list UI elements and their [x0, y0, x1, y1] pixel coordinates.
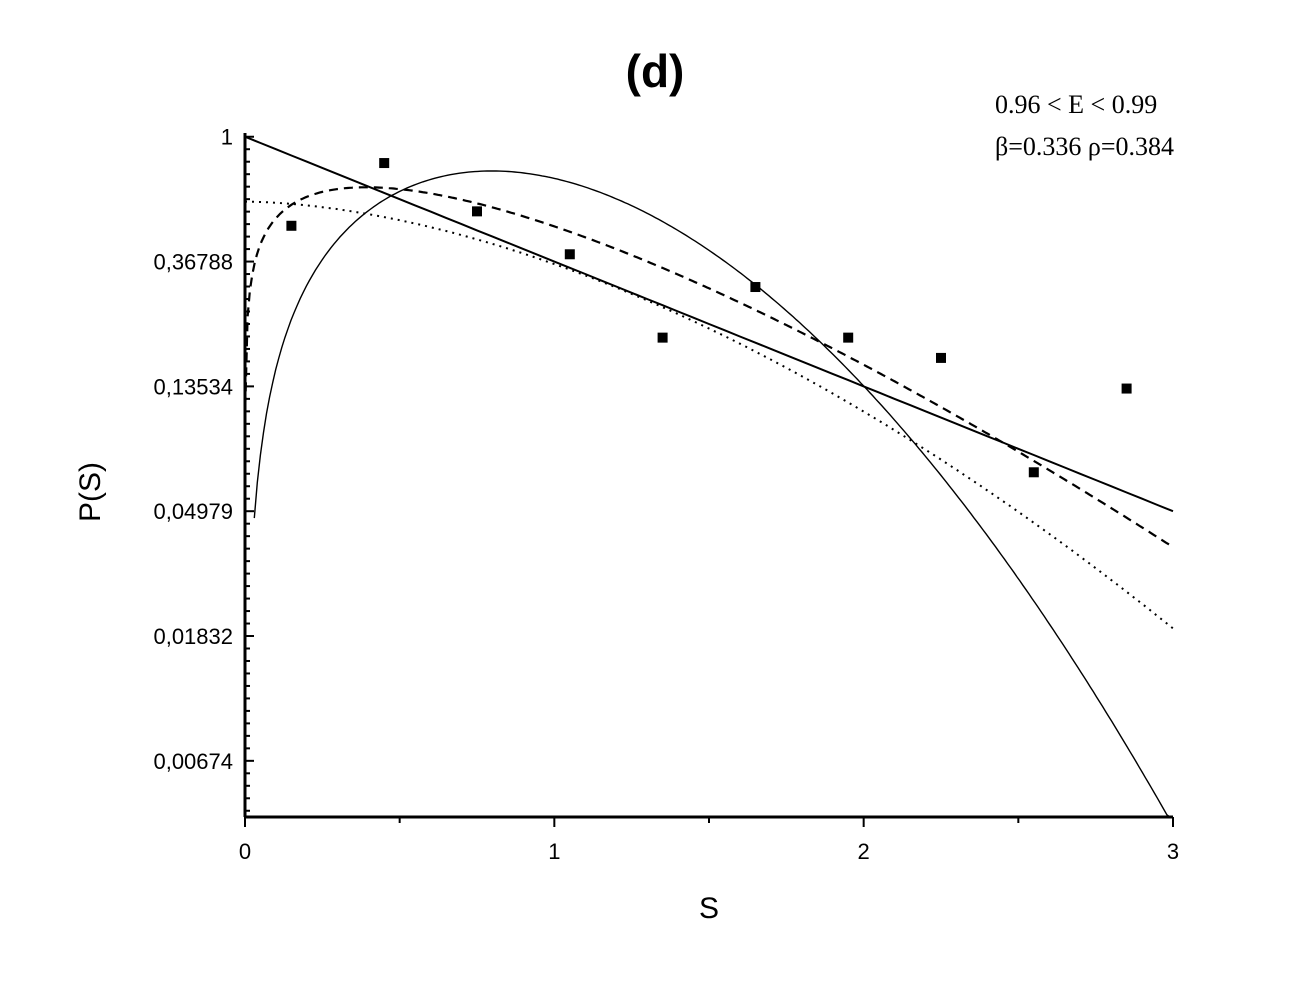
y-tick-label: 1 [221, 125, 233, 150]
y-tick-label: 0,00674 [153, 749, 233, 774]
data-point [379, 158, 390, 169]
annotation-energy: 0.96 < E < 0.99 [995, 90, 1157, 119]
y-tick-label: 0,13534 [153, 374, 233, 399]
data-point [564, 249, 575, 260]
wigner-curve [253, 170, 1173, 818]
data-point [750, 282, 761, 293]
data-point [472, 206, 482, 217]
x-tick-label: 0 [239, 839, 251, 864]
data-point [1121, 383, 1132, 394]
poisson-curve [244, 135, 1174, 513]
data-points [286, 158, 1132, 478]
y-tick-label: 0,04979 [153, 499, 233, 524]
x-tick-label: 3 [1167, 839, 1179, 864]
data-point [1028, 467, 1039, 478]
y-tick-label: 0,36788 [153, 250, 233, 275]
brody-curve [244, 186, 1174, 549]
intermediate-curve [244, 200, 1174, 630]
data-point [936, 352, 946, 363]
y-axis-label: P(S) [74, 462, 107, 522]
x-axis-label: S [699, 892, 719, 925]
x-tick-label: 2 [858, 839, 870, 864]
y-tick-label: 0,01832 [153, 624, 233, 649]
annotation-params: β=0.336 ρ=0.384 [995, 132, 1174, 161]
plot-axes: 1 0,36788 0,13534 0,04979 0,01832 0,00674 0 1 2 3 [153, 125, 1179, 864]
data-point [843, 332, 854, 343]
data-point [286, 220, 297, 231]
data-point [657, 332, 668, 343]
chart-title: (d) [626, 45, 685, 97]
x-tick-label: 1 [548, 839, 560, 864]
model-curves [244, 135, 1174, 818]
